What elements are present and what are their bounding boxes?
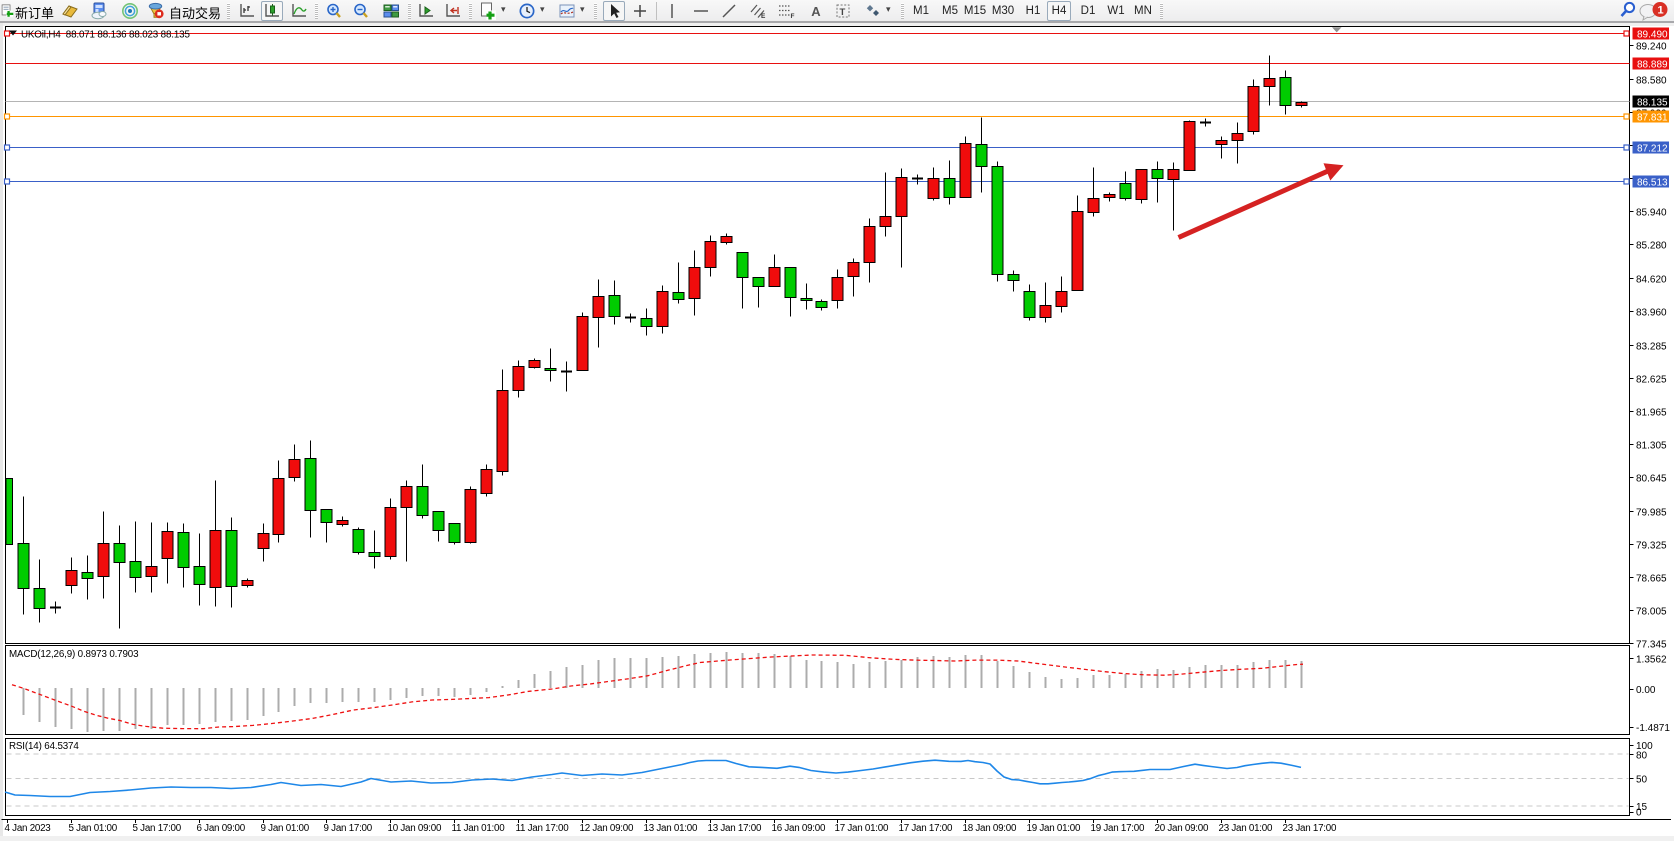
svg-text:13 Jan 01:00: 13 Jan 01:00	[644, 823, 698, 834]
svg-text:MACD(12,26,9) 0.8973 0.7903: MACD(12,26,9) 0.8973 0.7903	[9, 649, 139, 660]
svg-text:50: 50	[1636, 775, 1648, 786]
svg-text:78.005: 78.005	[1636, 607, 1667, 618]
svg-text:81.305: 81.305	[1636, 441, 1667, 452]
svg-text:17 Jan 01:00: 17 Jan 01:00	[835, 823, 889, 834]
svg-text:17 Jan 17:00: 17 Jan 17:00	[899, 823, 953, 834]
svg-text:88.135: 88.135	[1637, 98, 1668, 109]
svg-text:-1.4871: -1.4871	[1636, 723, 1670, 734]
svg-text:9 Jan 01:00: 9 Jan 01:00	[261, 823, 310, 834]
svg-text:88.580: 88.580	[1636, 76, 1667, 87]
svg-text:19 Jan 17:00: 19 Jan 17:00	[1091, 823, 1145, 834]
svg-text:UKOil,H4 88.071 88.136 88.023: UKOil,H4 88.071 88.136 88.023 88.135	[21, 30, 190, 41]
svg-text:77.345: 77.345	[1636, 640, 1667, 651]
svg-text:100: 100	[1636, 741, 1653, 752]
svg-text:4 Jan 2023: 4 Jan 2023	[5, 823, 52, 834]
svg-text:80.645: 80.645	[1636, 474, 1667, 485]
svg-text:87.212: 87.212	[1637, 144, 1668, 155]
svg-text:5 Jan 17:00: 5 Jan 17:00	[133, 823, 182, 834]
svg-text:6 Jan 09:00: 6 Jan 09:00	[197, 823, 246, 834]
svg-text:19 Jan 01:00: 19 Jan 01:00	[1027, 823, 1081, 834]
svg-text:78.665: 78.665	[1636, 574, 1667, 585]
svg-text:16 Jan 09:00: 16 Jan 09:00	[772, 823, 826, 834]
svg-text:13 Jan 17:00: 13 Jan 17:00	[708, 823, 762, 834]
svg-text:E: E	[761, 13, 766, 20]
svg-text:84.620: 84.620	[1636, 275, 1667, 286]
svg-text:85.940: 85.940	[1636, 208, 1667, 219]
svg-text:F: F	[791, 13, 795, 20]
svg-text:89.240: 89.240	[1636, 42, 1667, 53]
svg-text:79.325: 79.325	[1636, 541, 1667, 552]
svg-text:18 Jan 09:00: 18 Jan 09:00	[963, 823, 1017, 834]
svg-text:11 Jan 01:00: 11 Jan 01:00	[452, 823, 506, 834]
svg-text:11 Jan 17:00: 11 Jan 17:00	[516, 823, 570, 834]
svg-text:87.831: 87.831	[1637, 113, 1668, 124]
svg-text:5 Jan 01:00: 5 Jan 01:00	[69, 823, 118, 834]
svg-text:20 Jan 09:00: 20 Jan 09:00	[1155, 823, 1209, 834]
svg-text:79.985: 79.985	[1636, 508, 1667, 519]
svg-text:0: 0	[1636, 808, 1642, 819]
svg-text:9 Jan 17:00: 9 Jan 17:00	[324, 823, 373, 834]
svg-text:82.625: 82.625	[1636, 375, 1667, 386]
svg-text:89.490: 89.490	[1637, 30, 1668, 41]
svg-text:1.3562: 1.3562	[1636, 655, 1667, 666]
svg-text:83.960: 83.960	[1636, 308, 1667, 319]
svg-text:23 Jan 17:00: 23 Jan 17:00	[1283, 823, 1337, 834]
svg-text:T: T	[840, 7, 846, 18]
svg-text:RSI(14) 64.5374: RSI(14) 64.5374	[9, 741, 79, 752]
svg-text:0.00: 0.00	[1636, 685, 1656, 696]
svg-text:85.280: 85.280	[1636, 241, 1667, 252]
svg-text:23 Jan 01:00: 23 Jan 01:00	[1219, 823, 1273, 834]
svg-text:12 Jan 09:00: 12 Jan 09:00	[580, 823, 634, 834]
svg-text:88.889: 88.889	[1637, 60, 1668, 71]
svg-text:15: 15	[1636, 802, 1648, 813]
svg-text:10 Jan 09:00: 10 Jan 09:00	[388, 823, 442, 834]
svg-text:80: 80	[1636, 751, 1648, 762]
svg-text:83.285: 83.285	[1636, 342, 1667, 353]
svg-text:81.965: 81.965	[1636, 408, 1667, 419]
svg-text:1: 1	[1658, 5, 1664, 17]
svg-text:86.513: 86.513	[1637, 178, 1668, 189]
